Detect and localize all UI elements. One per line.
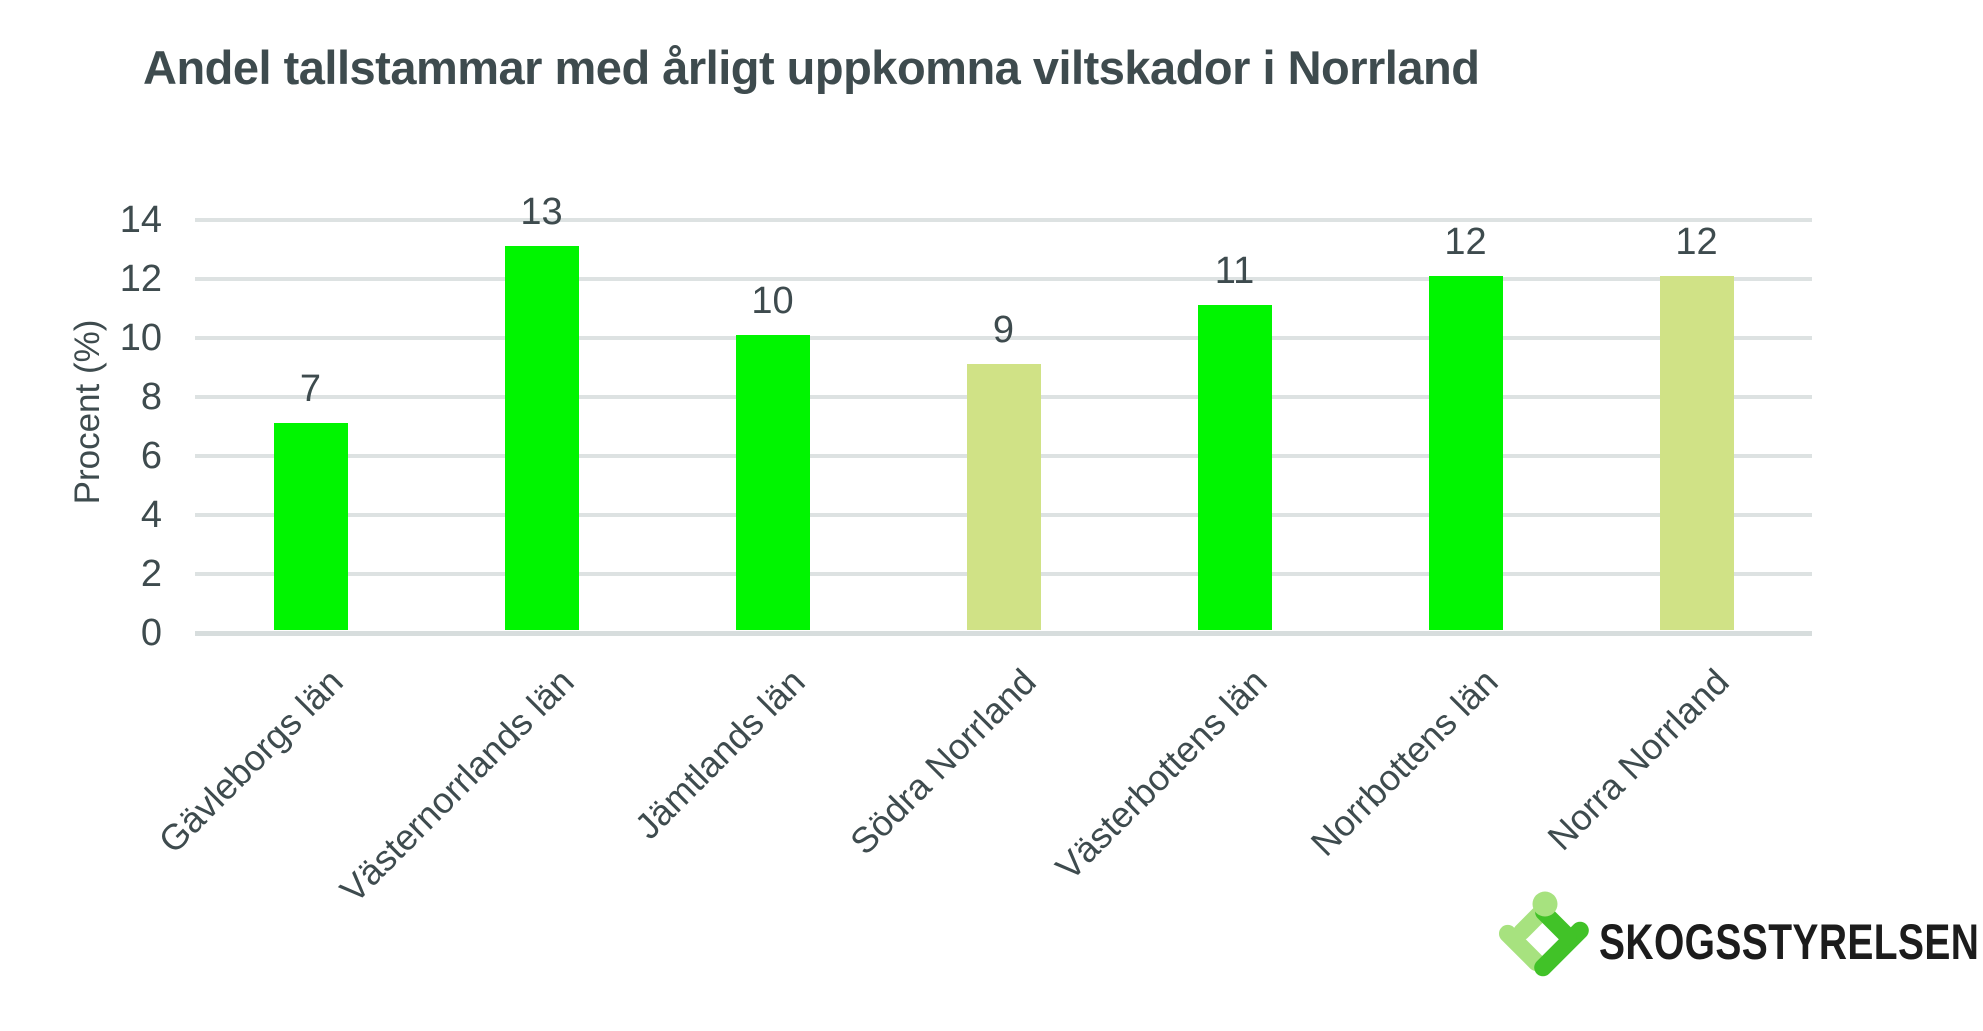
bar bbox=[1659, 276, 1734, 630]
y-tick-label: 0 bbox=[140, 611, 162, 654]
y-tick-label: 4 bbox=[140, 493, 162, 536]
bar bbox=[1197, 305, 1272, 630]
logo bbox=[1495, 878, 1965, 1018]
bar-value-label: 12 bbox=[1675, 221, 1718, 263]
bar bbox=[1428, 276, 1503, 630]
gridline bbox=[195, 276, 1812, 281]
gridline bbox=[195, 335, 1812, 340]
chart-title: Andel tallstammar med årligt uppkomna vi… bbox=[143, 41, 1480, 94]
bar bbox=[273, 423, 348, 630]
bar-value-label: 9 bbox=[992, 309, 1015, 351]
bar-value-label: 12 bbox=[1444, 221, 1487, 263]
gridline bbox=[195, 217, 1812, 222]
y-tick-label: 8 bbox=[140, 375, 162, 418]
bar bbox=[504, 246, 579, 630]
bar-value-label: 7 bbox=[299, 368, 322, 410]
y-tick-label: 14 bbox=[119, 198, 162, 241]
logo-wordmark: SKOGSSTYRELSEN bbox=[1599, 914, 1980, 970]
y-tick-label: 12 bbox=[119, 257, 162, 300]
bar bbox=[735, 335, 810, 630]
skogsstyrelsen-mark-icon bbox=[1498, 891, 1589, 977]
bar-value-label: 13 bbox=[520, 191, 563, 233]
y-tick-label: 2 bbox=[140, 552, 162, 595]
bar-value-label: 11 bbox=[1214, 250, 1255, 292]
gridline bbox=[195, 630, 1812, 636]
bar bbox=[966, 364, 1041, 630]
bar-value-label: 10 bbox=[751, 280, 794, 322]
y-tick-label: 10 bbox=[119, 316, 162, 359]
y-tick-label: 6 bbox=[140, 434, 162, 477]
